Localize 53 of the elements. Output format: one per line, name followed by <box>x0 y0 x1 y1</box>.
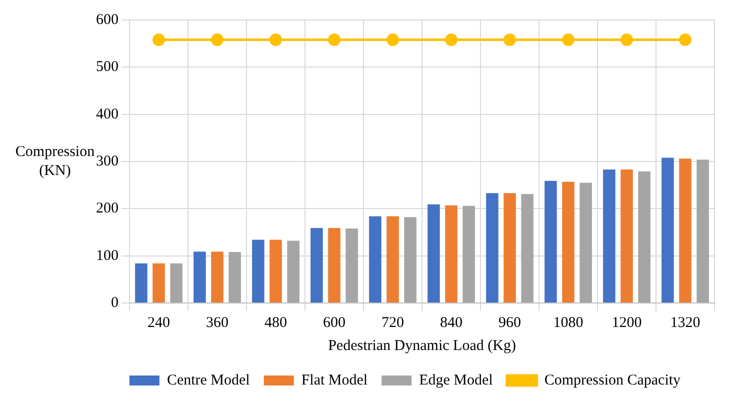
x-axis-title: Pedestrian Dynamic Load (Kg) <box>328 338 516 354</box>
x-tick-label: 960 <box>498 314 521 331</box>
bar <box>544 180 557 302</box>
x-tick-label: 240 <box>148 314 170 331</box>
bar <box>445 205 458 302</box>
x-tick-label: 1200 <box>612 314 642 331</box>
bar <box>462 206 475 302</box>
bar <box>211 252 224 302</box>
y-tick-label: 400 <box>96 106 118 122</box>
bar <box>287 240 300 302</box>
bar <box>504 193 516 302</box>
bar <box>428 204 440 302</box>
x-tick-label: 840 <box>440 314 462 331</box>
y-tick-label: 100 <box>96 248 118 264</box>
bar <box>679 158 692 302</box>
bar <box>562 182 574 302</box>
bar <box>580 182 592 302</box>
y-tick-label: 300 <box>96 153 118 170</box>
bar <box>346 228 358 302</box>
x-tick-label: 480 <box>264 314 287 331</box>
bar <box>194 252 206 302</box>
bar <box>404 217 416 302</box>
bar <box>603 170 616 302</box>
bar <box>620 170 633 302</box>
bar <box>170 263 182 302</box>
bar <box>638 171 650 302</box>
bar <box>152 263 165 302</box>
y-tick-label: 200 <box>96 200 118 217</box>
bar <box>228 252 241 302</box>
y-tick-label: 500 <box>96 59 118 76</box>
bar <box>662 158 674 302</box>
legend-label: Flat Model <box>301 372 368 388</box>
bar <box>270 240 282 302</box>
x-tick-label: 1080 <box>553 314 584 331</box>
x-tick-label: 360 <box>206 314 228 331</box>
bar <box>328 228 340 302</box>
bar <box>521 194 534 302</box>
y-axis-title: Compression (KN) <box>15 144 96 179</box>
y-tick-label: 600 <box>96 12 118 28</box>
legend-label: Edge Model <box>419 372 493 388</box>
legend-label: Compression Capacity <box>544 372 682 388</box>
bar <box>696 160 709 302</box>
x-tick-label: 600 <box>323 314 346 331</box>
bar <box>486 193 498 302</box>
x-tick-label: 720 <box>382 314 404 331</box>
bar <box>369 216 382 302</box>
legend-label: Centre Model <box>166 372 250 388</box>
bar <box>252 240 264 302</box>
x-tick-label: 1320 <box>670 314 700 331</box>
y-tick-label: 0 <box>111 294 118 311</box>
bar <box>386 216 399 302</box>
bar <box>135 263 148 302</box>
bar <box>310 228 323 302</box>
